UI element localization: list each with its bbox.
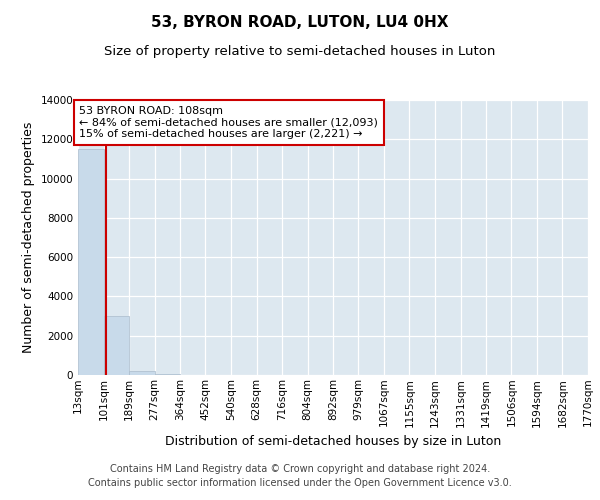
Y-axis label: Number of semi-detached properties: Number of semi-detached properties <box>22 122 35 353</box>
Text: Contains HM Land Registry data © Crown copyright and database right 2024.
Contai: Contains HM Land Registry data © Crown c… <box>88 464 512 487</box>
X-axis label: Distribution of semi-detached houses by size in Luton: Distribution of semi-detached houses by … <box>165 435 501 448</box>
Bar <box>104 316 129 375</box>
Bar <box>155 374 180 375</box>
Bar <box>129 371 155 375</box>
Text: 53 BYRON ROAD: 108sqm
← 84% of semi-detached houses are smaller (12,093)
15% of : 53 BYRON ROAD: 108sqm ← 84% of semi-deta… <box>79 106 379 139</box>
Text: 53, BYRON ROAD, LUTON, LU4 0HX: 53, BYRON ROAD, LUTON, LU4 0HX <box>151 15 449 30</box>
Text: Size of property relative to semi-detached houses in Luton: Size of property relative to semi-detach… <box>104 45 496 58</box>
Bar <box>78 149 104 375</box>
